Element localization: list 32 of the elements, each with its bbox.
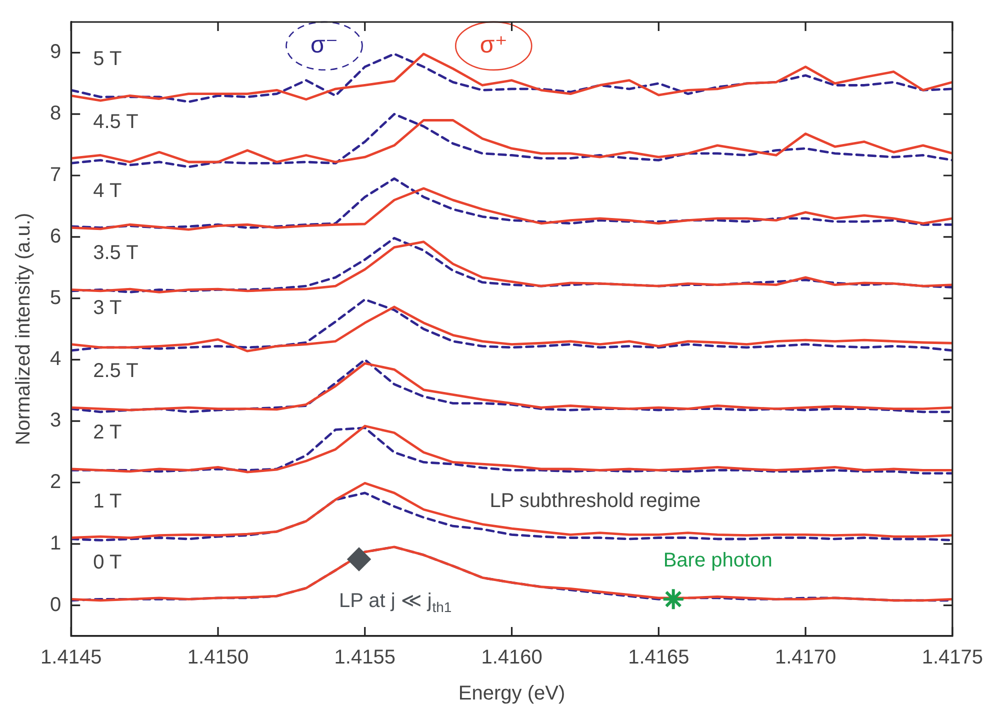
x-tick-label: 1.4170: [774, 646, 836, 669]
x-tick-label: 1.4175: [922, 646, 983, 669]
y-tick-label: 8: [50, 102, 62, 125]
annotation: 0 T: [93, 552, 122, 574]
y-tick-label: 7: [50, 164, 62, 186]
y-tick-label: 5: [50, 286, 62, 309]
annotation: LP subthreshold regime: [490, 490, 701, 512]
annotation: 2.5 T: [93, 360, 138, 382]
y-tick-label: 9: [50, 41, 62, 64]
x-tick-label: 1.4145: [40, 646, 102, 669]
y-tick-label: 3: [50, 410, 62, 432]
series-label: Bare photon: [663, 550, 772, 572]
annotation: 5 T: [93, 48, 122, 70]
annotation: 4 T: [93, 180, 122, 202]
y-tick-label: 1: [50, 532, 62, 554]
annotation: 3.5 T: [93, 242, 138, 264]
series-label: σ⁺: [480, 32, 508, 59]
x-tick-label: 1.4165: [628, 646, 690, 669]
y-tick-label: 6: [50, 225, 62, 248]
annotation: 3 T: [93, 296, 122, 319]
x-axis-title: Energy (eV): [458, 682, 566, 705]
y-axis-title: Normalized intensity (a.u.): [12, 212, 35, 446]
y-tick-label: 2: [50, 471, 62, 494]
y-tick-label: 4: [50, 348, 62, 370]
annotation: 1 T: [93, 490, 122, 512]
y-tick-label: 0: [50, 594, 62, 616]
annotation: 2 T: [93, 422, 122, 444]
x-tick-label: 1.4150: [187, 646, 249, 669]
series-label: σ⁻: [310, 32, 338, 59]
annotation: 4.5 T: [93, 110, 138, 133]
x-tick-label: 1.4155: [334, 646, 396, 669]
x-tick-label: 1.4160: [481, 646, 542, 669]
